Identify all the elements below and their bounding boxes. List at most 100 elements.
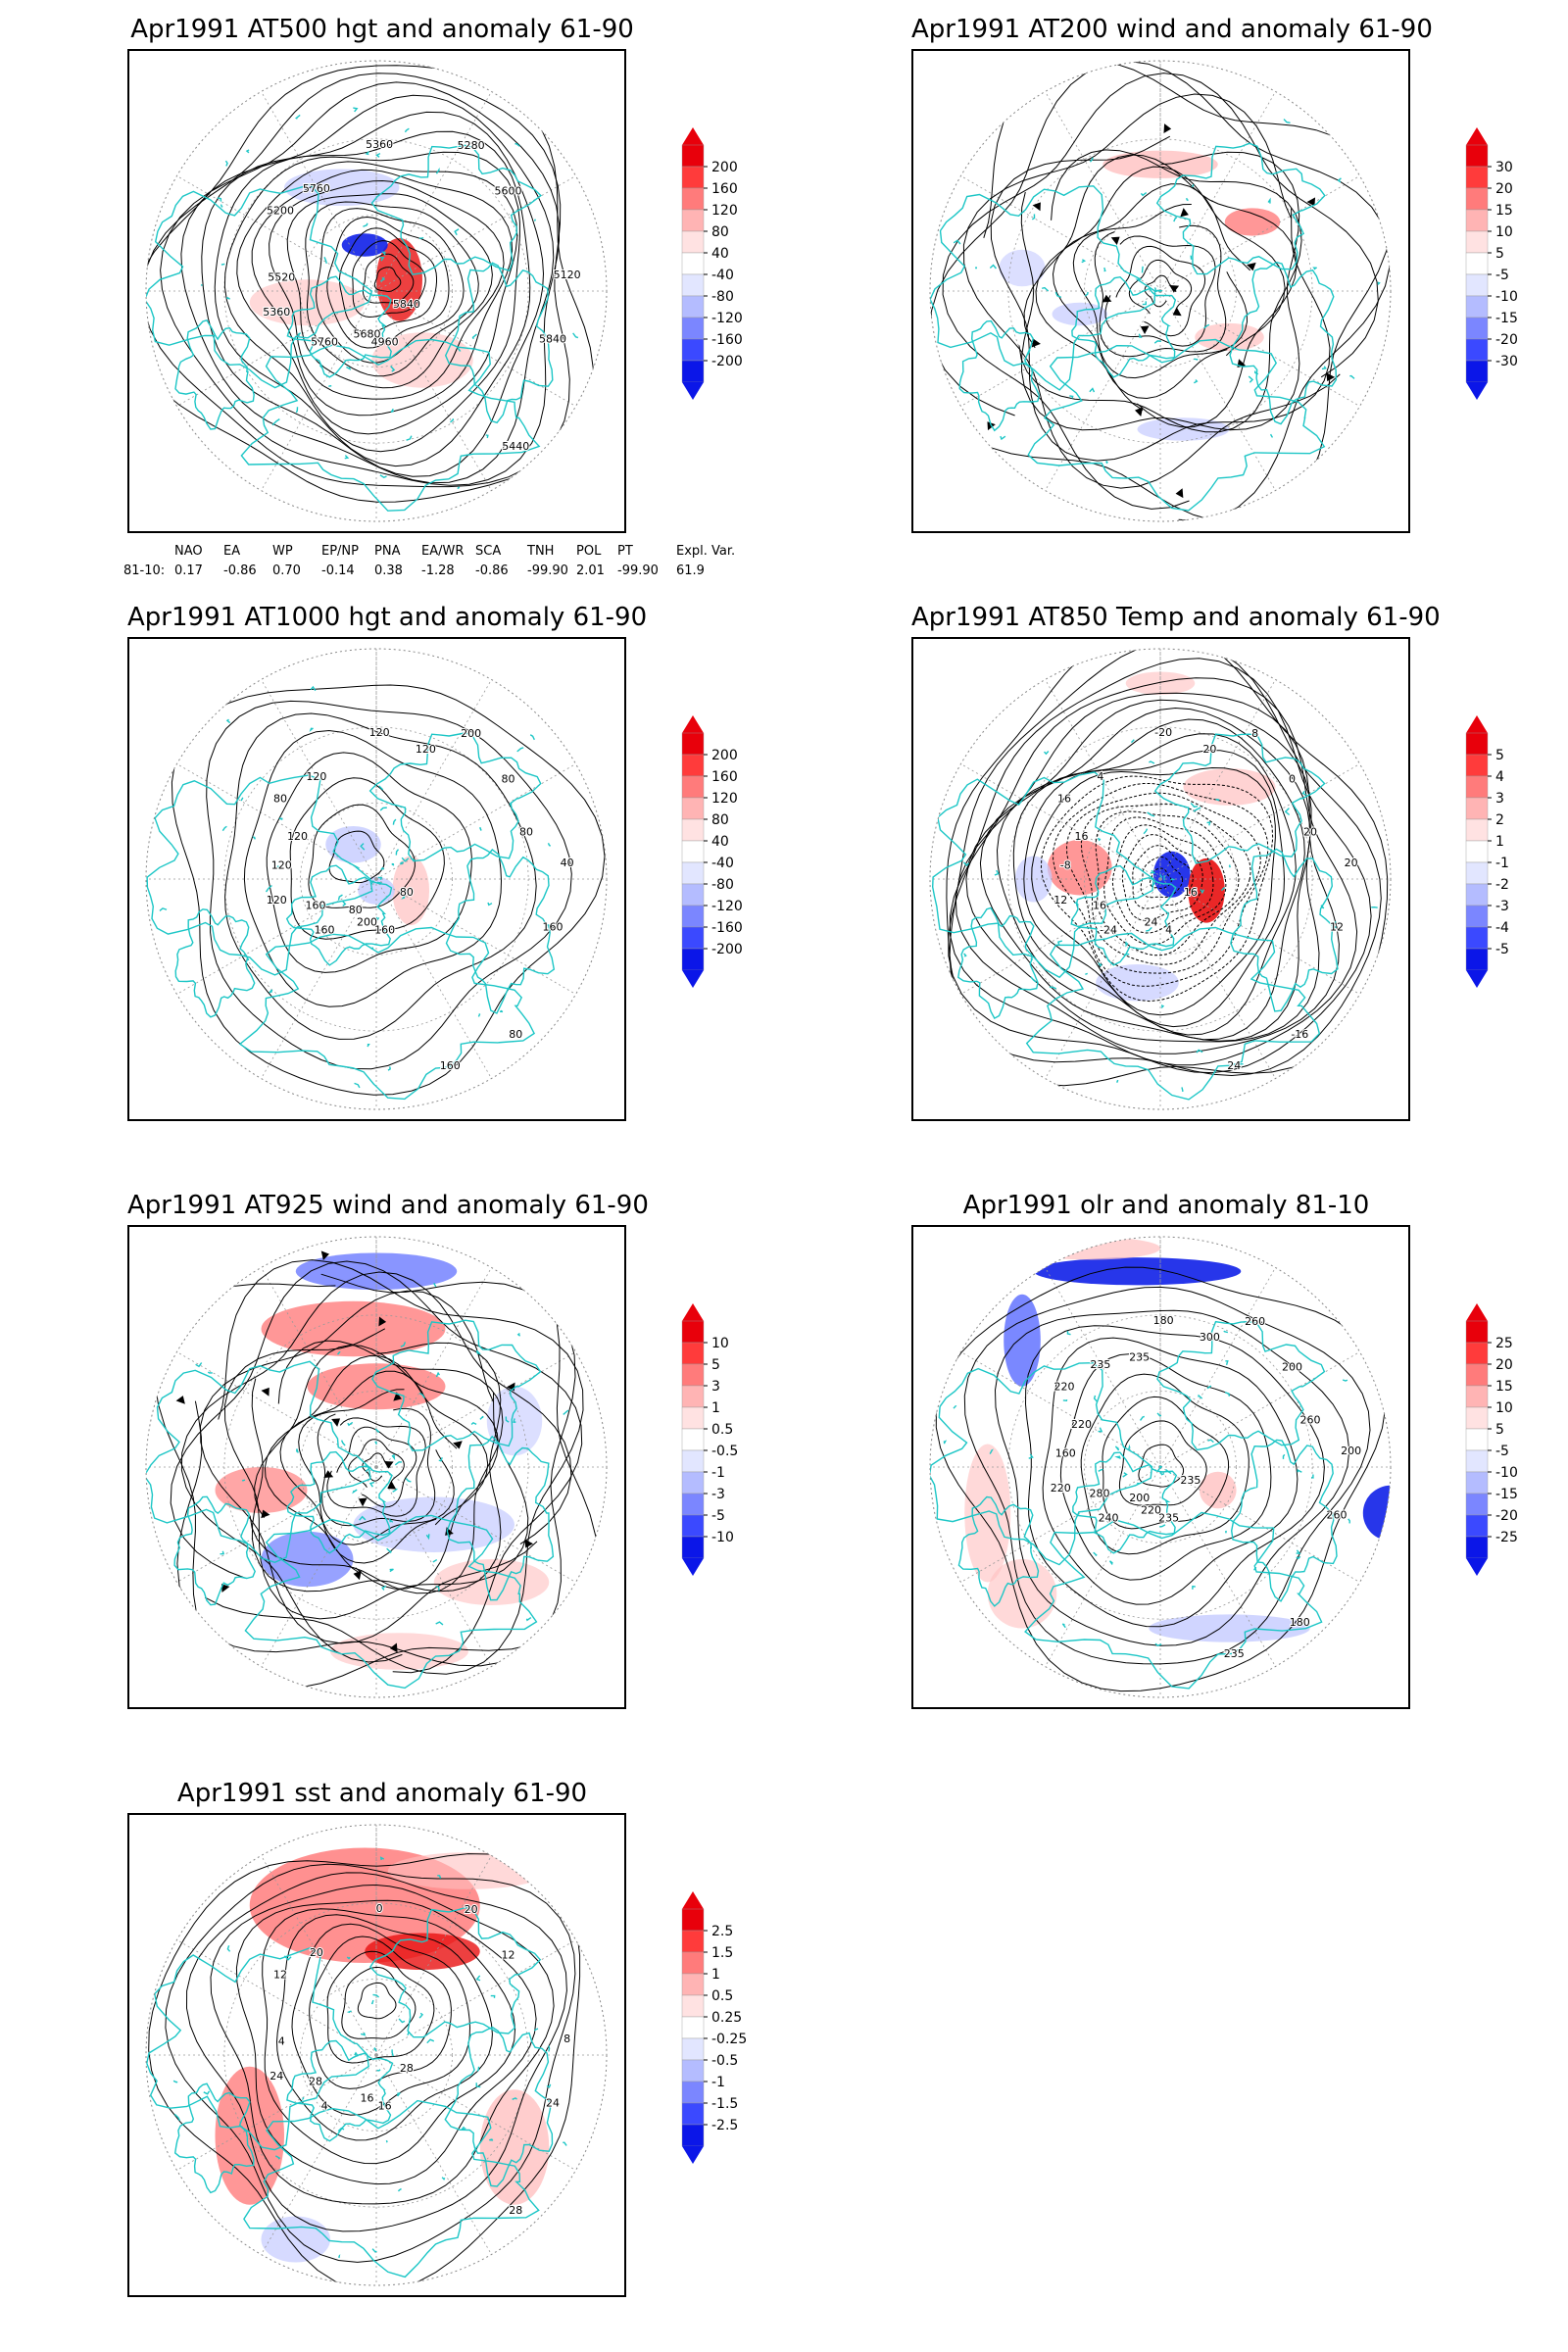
island [1141, 266, 1144, 273]
island [376, 2069, 381, 2072]
island [1225, 1360, 1229, 1366]
colorbar-segment [681, 818, 705, 842]
index-header: EP/NP [321, 544, 359, 559]
contour-line [935, 1266, 1387, 1692]
meridian [1159, 1466, 1276, 1667]
island [220, 1550, 225, 1555]
island [1153, 340, 1162, 344]
meridian [375, 1466, 576, 1583]
colorbar-segment [681, 2124, 705, 2147]
meridian [1159, 1351, 1360, 1468]
meridian [960, 878, 1161, 995]
island [1159, 874, 1163, 879]
streamline-arrow [1102, 294, 1112, 303]
colorbar-tick-label: -10 [711, 1530, 734, 1545]
island [499, 1009, 504, 1013]
island [401, 857, 410, 862]
contours [171, 684, 606, 1096]
island [1191, 184, 1195, 188]
colorbar-tick-label: 80 [711, 224, 729, 240]
contour-line [224, 712, 537, 1040]
contour-label: 20 [1303, 826, 1317, 839]
streamline-arrow [358, 1497, 368, 1507]
island [1000, 435, 1006, 441]
island [363, 222, 368, 227]
colorbar-tick-label: -200 [711, 942, 743, 957]
island [1098, 1468, 1103, 1472]
island [1310, 1474, 1314, 1479]
island [265, 884, 272, 893]
streamline-arrow [383, 1460, 394, 1469]
anomaly-region [1149, 1614, 1310, 1642]
contour-label: 16 [1075, 830, 1089, 843]
island [1123, 953, 1130, 956]
coastline-path [957, 1495, 1040, 1607]
colorbar-tick-label: 160 [711, 769, 738, 785]
index-header: EA/WR [421, 544, 465, 559]
island [225, 718, 231, 724]
island [1125, 941, 1129, 948]
colorbar-tick-label: 5 [1495, 748, 1504, 763]
colorbar: 5 4 3 2 1 -1 -2 -3 -4 -5 [1456, 715, 1568, 1009]
map-disk-edge [929, 60, 1392, 522]
island [1206, 821, 1211, 826]
island [1248, 375, 1254, 383]
meridian [375, 91, 492, 292]
island [241, 1479, 246, 1482]
island [346, 366, 352, 370]
island [401, 894, 407, 900]
island [337, 1351, 341, 1355]
contour-label: 24 [1227, 1059, 1241, 1072]
anomaly-region [215, 1467, 308, 1513]
graticule [146, 649, 607, 1109]
island [1206, 1385, 1212, 1390]
island [1253, 1566, 1257, 1571]
contour-line [171, 684, 606, 1096]
colorbar-segment [681, 1363, 705, 1387]
island [375, 152, 381, 158]
island [341, 900, 347, 906]
contour-line [214, 130, 531, 467]
island [1160, 1004, 1165, 1009]
colorbar-tick-label: -80 [711, 289, 734, 305]
island [435, 1371, 441, 1378]
island [974, 267, 978, 270]
index-header: POL [576, 544, 602, 559]
map-disk-edge [929, 648, 1392, 1110]
contour-label: 160 [543, 921, 564, 934]
island [457, 486, 461, 490]
island [252, 836, 257, 840]
colorbar-segment [681, 360, 705, 383]
contour-label: 0 [376, 1902, 383, 1915]
anomaly-region [371, 332, 473, 388]
island [471, 333, 477, 340]
meridian [375, 1351, 576, 1468]
graticule [930, 649, 1391, 1109]
colorbar-tick-label: -160 [711, 332, 743, 348]
colorbar-tick-label: 40 [711, 834, 729, 850]
colorbar-segment [1465, 840, 1489, 863]
colorbar-tick-label: -0.25 [711, 2032, 747, 2047]
contour-label: 12 [1330, 921, 1344, 934]
island [533, 2028, 539, 2032]
contour-label: 16 [1184, 886, 1198, 899]
colorbar-segment [681, 1536, 705, 1559]
colorbar-segment [1465, 317, 1489, 340]
contour-label: 80 [400, 886, 414, 899]
polar-map [911, 49, 1410, 533]
island [276, 865, 281, 870]
meridian [176, 878, 377, 995]
island [385, 2139, 388, 2143]
island [1084, 291, 1089, 297]
contour-label: 8 [564, 2033, 570, 2045]
streamline-arrow [393, 1392, 402, 1401]
colorbar-tick-label: 1 [711, 1967, 720, 1983]
colorbar-segment [681, 1930, 705, 1953]
island [360, 2033, 367, 2036]
contour-label: 260 [1327, 1509, 1348, 1522]
island [328, 385, 332, 387]
contour-line [965, 699, 1320, 1043]
colorbar-segment [1465, 883, 1489, 906]
contour-labels: 16 12 8 4 16 20 -24 -20 -16 -8 0 24 4 12 16 20 24 16 20 [1053, 725, 1358, 1073]
streamline [362, 1452, 391, 1482]
